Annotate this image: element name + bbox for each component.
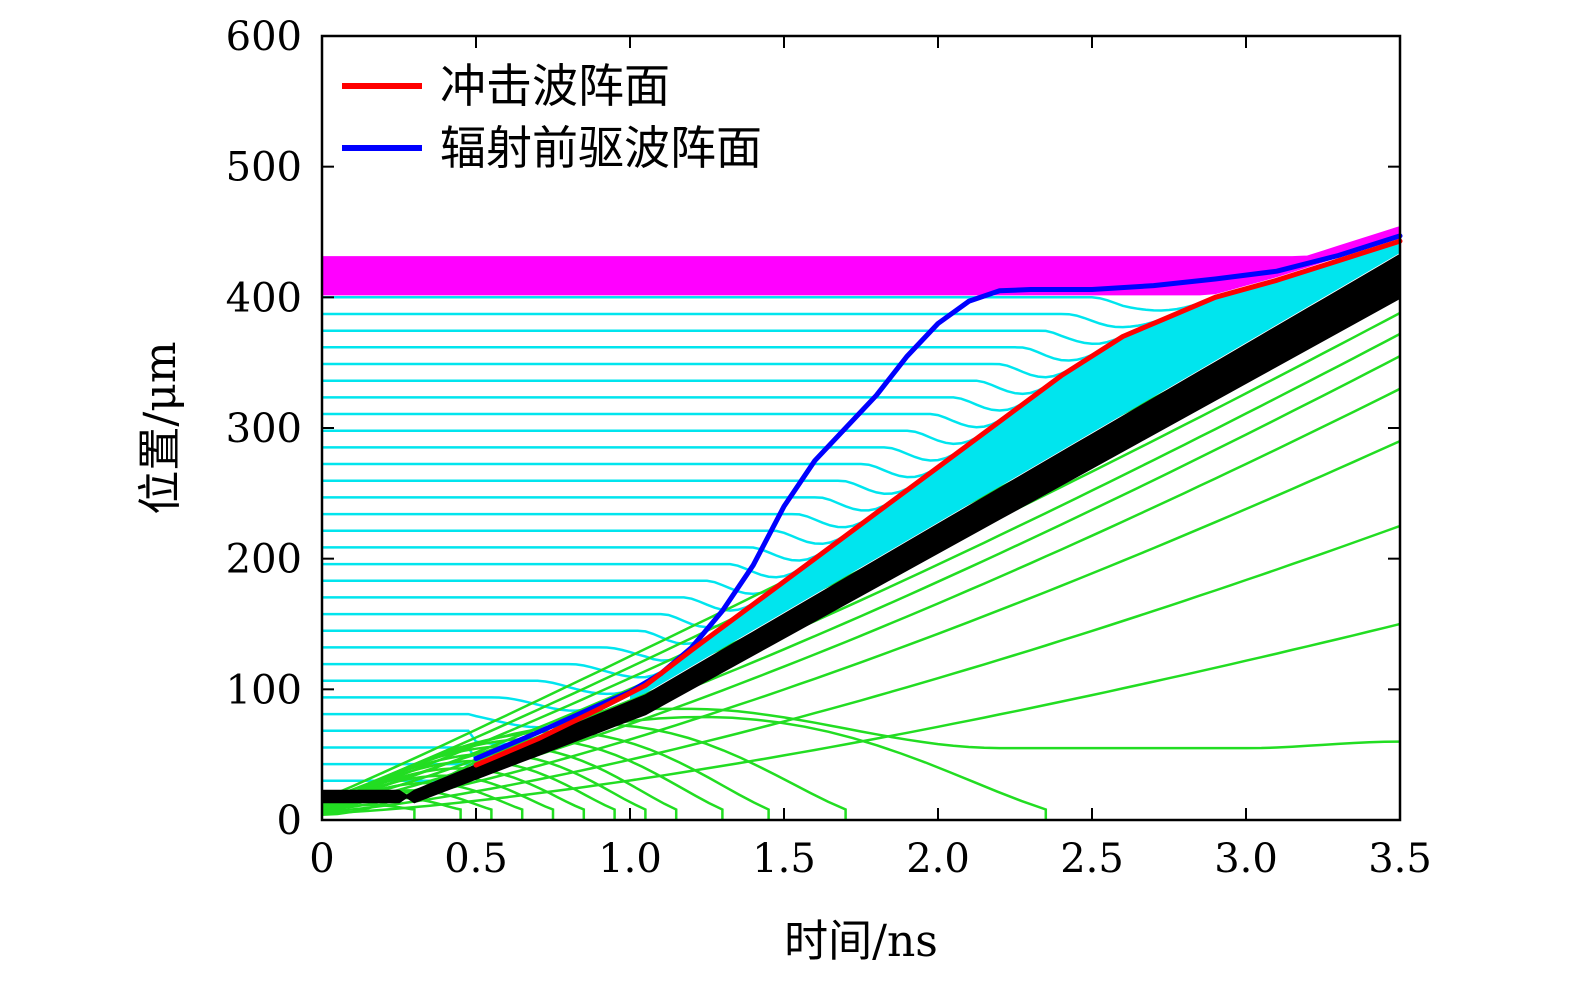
y-tick-label-4: 400 bbox=[226, 275, 302, 321]
y-tick-label-2: 200 bbox=[226, 537, 302, 583]
magenta-line-4 bbox=[322, 231, 1401, 286]
legend-label-precursor: 辐射前驱波阵面 bbox=[440, 121, 762, 175]
x-tick-label-3: 1.5 bbox=[752, 836, 816, 882]
x-axis-title: 时间/ns bbox=[784, 916, 938, 967]
magenta-line-5 bbox=[322, 231, 1401, 284]
y-tick-label-5: 500 bbox=[226, 145, 302, 191]
x-tick-label-5: 2.5 bbox=[1060, 836, 1124, 882]
x-tick-label-4: 2.0 bbox=[906, 836, 970, 882]
legend-label-shock: 冲击波阵面 bbox=[440, 59, 670, 113]
cyan-fill-group bbox=[630, 242, 1400, 700]
green-line-rising-3 bbox=[321, 439, 1401, 812]
magenta-line-8 bbox=[322, 229, 1401, 277]
y-axis-title: 位置/μm bbox=[135, 341, 186, 514]
x-tick-label-1: 0.5 bbox=[444, 836, 508, 882]
magenta-line-10 bbox=[322, 228, 1401, 272]
y-tick-label-3: 300 bbox=[226, 406, 302, 452]
magenta-line-12 bbox=[322, 227, 1401, 268]
x-tick-label-2: 1.0 bbox=[598, 836, 662, 882]
series-shock-line bbox=[473, 238, 1403, 768]
magenta-band-group bbox=[322, 226, 1401, 296]
y-tick-label-1: 100 bbox=[226, 667, 302, 713]
series-group bbox=[473, 233, 1403, 768]
x-tick-label-6: 3.0 bbox=[1214, 836, 1278, 882]
magenta-line-3 bbox=[322, 232, 1401, 289]
magenta-line-13 bbox=[322, 227, 1401, 265]
green-line-rising-6 bbox=[321, 332, 1401, 807]
green-line-falling-12 bbox=[321, 715, 1048, 820]
y-tick-label-6: 600 bbox=[226, 14, 302, 60]
legend: 冲击波阵面 辐射前驱波阵面 bbox=[342, 59, 762, 175]
x-tick-label-7: 3.5 bbox=[1368, 836, 1432, 882]
magenta-line-11 bbox=[322, 228, 1401, 270]
green-line-falling-0 bbox=[321, 803, 416, 820]
ticks-group: 0 0.5 1.0 1.5 2.0 2.5 3.0 3.5 0 100 200 300 400 500 60… bbox=[226, 14, 1432, 882]
magenta-line-14 bbox=[322, 226, 1401, 263]
black-line-27 bbox=[322, 295, 1401, 804]
magenta-line-9 bbox=[322, 229, 1401, 275]
x-tick-label-0: 0 bbox=[309, 836, 334, 882]
y-tick-label-0: 0 bbox=[277, 798, 302, 844]
cyan-compressed-band bbox=[630, 242, 1400, 700]
magenta-line-15 bbox=[322, 226, 1401, 261]
